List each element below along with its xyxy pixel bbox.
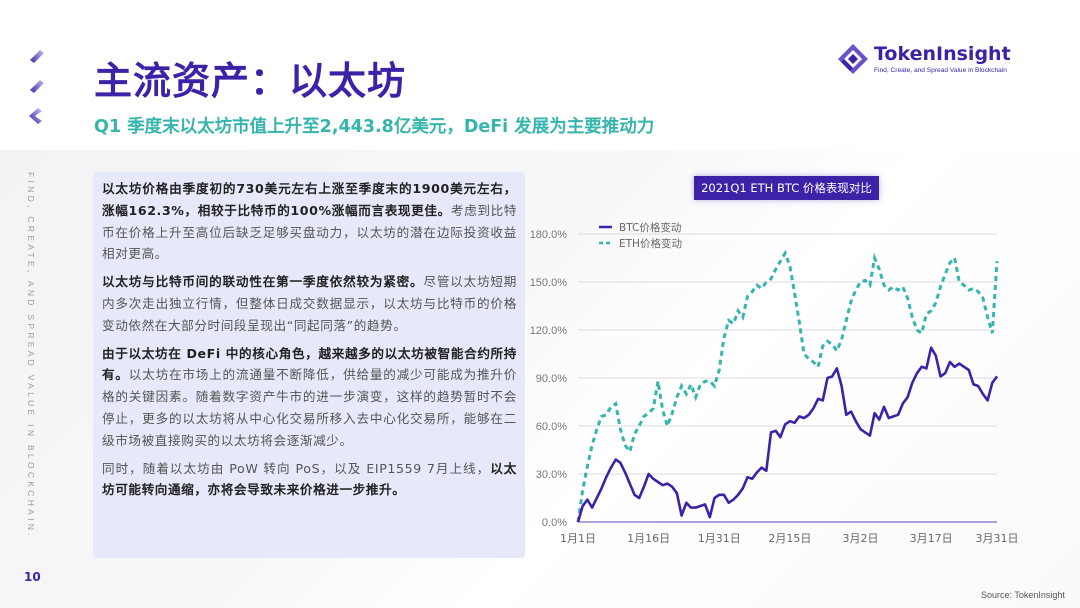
- paragraph-3-bold: 由于以太坊在 DeFi 中的核心角色，越来越多的以太坊被智能合约所持有。: [102, 345, 517, 383]
- paragraph-2-bold: 以太坊与比特币间的联动性在第一季度依然较为紧密。: [102, 274, 424, 290]
- logo-name: TokenInsight: [874, 43, 1011, 65]
- paragraph-1-bold: 以太坊价格由季度初的730美元左右上涨至季度末的1900美元左右，涨幅162.3…: [102, 181, 517, 218]
- chevron-icon: [30, 50, 44, 63]
- x-tick-label: 3月2日: [842, 532, 878, 545]
- page-subtitle: Q1 季度末以太坊市值上升至2,443.8亿美元，DeFi 发展为主要推动力: [94, 117, 655, 137]
- y-tick-label: 180.0%: [530, 229, 568, 241]
- logo-diamond-icon: [838, 44, 868, 74]
- paragraph-1: 以太坊价格由季度初的730美元左右上涨至季度末的1900美元左右，涨幅162.3…: [102, 178, 517, 265]
- x-tick-label: 3月31日: [976, 532, 1019, 545]
- paragraph-2-normal: 尽管以太坊短期内多次走出独立行情，但整体日成交数据显示，以太坊与比特币的价格变动…: [102, 274, 517, 333]
- paragraph-4: 同时，随着以太坊由 PoW 转向 PoS，以及 EIP1559 7月上线，以太坊…: [102, 458, 517, 502]
- chart-title: 2021Q1 ETH BTC 价格表现对比: [694, 176, 879, 200]
- paragraph-1-normal: 考虑到比特币在价格上升至高位后缺乏足够买盘动力，以太坊的潜在边际投资收益相对更高…: [102, 202, 518, 262]
- logo-tagline: Find, Create, and Spread Value in Blockc…: [874, 67, 1007, 74]
- source-note: Source: TokenInsight: [981, 590, 1065, 600]
- x-tick-label: 1月1日: [560, 532, 596, 545]
- x-tick-label: 2月15日: [768, 532, 811, 545]
- text-panel: 以太坊价格由季度初的730美元左右上涨至季度末的1900美元左右，涨幅162.3…: [93, 172, 525, 558]
- legend-eth-label: ETH价格变动: [619, 237, 682, 250]
- paragraph-4-normal: 同时，随着以太坊由 PoW 转向 PoS，以及 EIP1559 7月上线，: [102, 460, 491, 476]
- paragraph-3-normal: 以太坊在市场上的流通量不断降低，供给量的减少可能成为推升价格的关键因素。随着数字…: [102, 367, 518, 448]
- vertical-tagline: FIND, CREATE, AND SPREAD VALUE IN BLOCKC…: [26, 172, 36, 539]
- y-tick-label: 0.0%: [542, 517, 567, 529]
- y-tick-label: 60.0%: [536, 421, 567, 433]
- paragraph-3: 由于以太坊在 DeFi 中的核心角色，越来越多的以太坊被智能合约所持有。以太坊在…: [102, 343, 517, 452]
- paragraph-4-bold: 以太坊可能转向通缩，亦将会导致未来价格进一步推升。: [102, 460, 517, 498]
- x-tick-label: 3月17日: [910, 532, 953, 545]
- x-tick-label: 1月31日: [698, 532, 741, 545]
- page-title: 主流资产：以太坊: [94, 59, 407, 103]
- eth-line: [576, 249, 999, 523]
- y-tick-label: 30.0%: [536, 469, 567, 481]
- chevron-icon: [30, 80, 44, 93]
- paragraph-2: 以太坊与比特币间的联动性在第一季度依然较为紧密。尽管以太坊短期内多次走出独立行情…: [102, 271, 517, 336]
- y-axis-ticks: 0.0% 30.0% 60.0% 90.0% 120.0% 150.0% 180.0%: [530, 229, 568, 529]
- chart-gridlines: [578, 233, 997, 475]
- y-tick-label: 90.0%: [536, 373, 567, 385]
- y-tick-label: 150.0%: [530, 277, 568, 289]
- x-axis-ticks: 1月1日 1月16日 1月31日 2月15日 3月2日 3月17日 3月31日: [560, 532, 1019, 545]
- decorative-chevrons: [26, 44, 50, 134]
- x-tick-label: 1月16日: [627, 532, 670, 545]
- page-number: 10: [24, 570, 41, 584]
- legend-btc-label: BTC价格变动: [619, 221, 681, 234]
- y-tick-label: 120.0%: [530, 325, 568, 337]
- tokeninsight-logo: TokenInsight Find, Create, and Spread Va…: [836, 42, 1026, 82]
- chart-legend: BTC价格变动 ETH价格变动: [599, 221, 682, 250]
- btc-line: [576, 346, 999, 523]
- chevron-left-icon: [29, 108, 42, 124]
